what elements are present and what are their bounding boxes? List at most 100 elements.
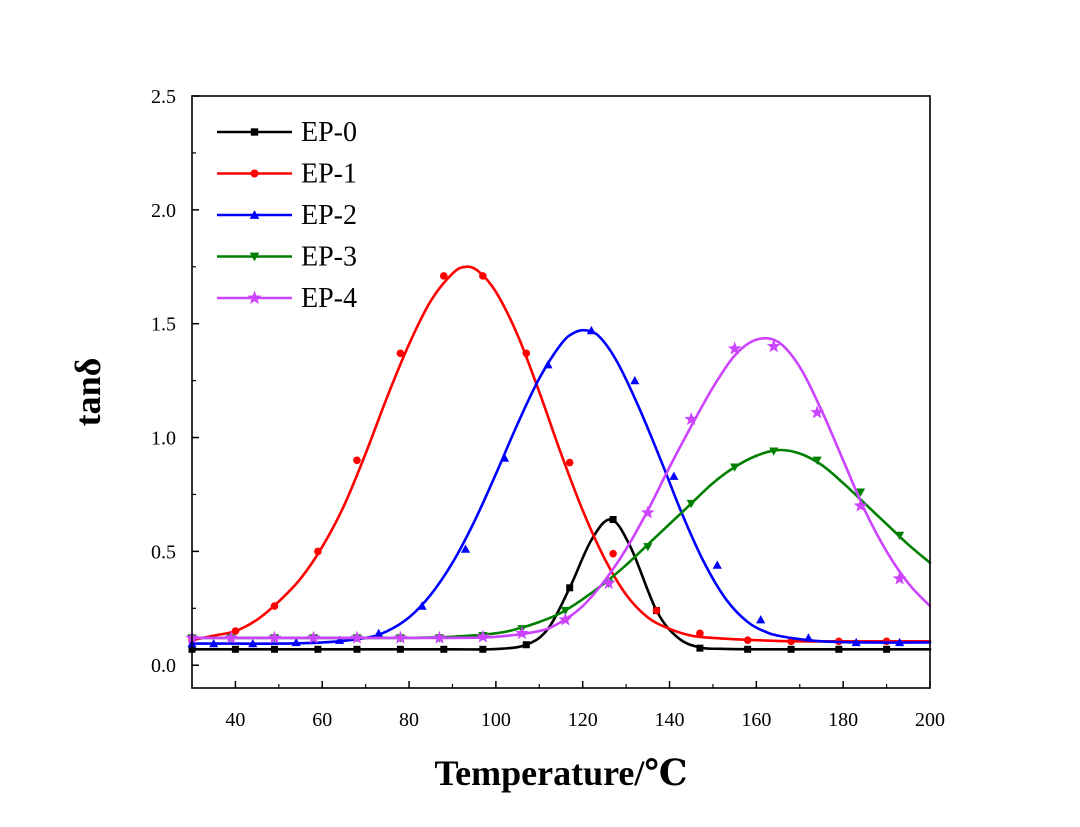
y-tick-label: 0.5 (151, 541, 176, 563)
data-point (696, 644, 704, 652)
data-point (712, 560, 722, 569)
data-point (231, 645, 239, 653)
data-point (686, 499, 696, 509)
data-point (396, 645, 404, 653)
plot-frame (191, 95, 931, 689)
data-point (727, 341, 742, 355)
data-point (440, 645, 448, 653)
data-point (314, 645, 322, 653)
x-tick-label: 100 (481, 709, 511, 731)
data-point (460, 544, 471, 553)
x-tick-label: 60 (312, 709, 332, 731)
data-point (515, 626, 529, 640)
y-tick-label: 2.5 (151, 86, 176, 108)
data-point (609, 516, 617, 524)
data-point (730, 463, 740, 472)
data-point (684, 412, 699, 426)
data-point (479, 645, 487, 653)
x-tick-label: 160 (741, 709, 771, 731)
data-point (565, 458, 574, 467)
y-tick-label: 1.0 (151, 428, 176, 450)
legend-marker (249, 252, 260, 262)
data-point (609, 549, 617, 558)
data-point (479, 272, 487, 280)
data-point (270, 602, 279, 610)
plot-area (185, 265, 932, 653)
series-ep-2 (187, 325, 932, 648)
data-point (895, 531, 905, 541)
data-point (855, 488, 866, 497)
legend-label: EP-2 (301, 200, 357, 231)
data-point (769, 447, 779, 456)
series-ep-0 (188, 516, 932, 653)
x-tick-label: 200 (915, 709, 945, 731)
data-point (522, 641, 530, 649)
x-tick-label: 180 (828, 709, 858, 731)
data-point (353, 645, 361, 653)
x-axis-title: Temperature/℃ (434, 753, 687, 793)
legend-label: EP-3 (301, 242, 357, 273)
legend-marker (247, 290, 262, 305)
x-tick-label: 140 (655, 709, 685, 731)
data-point (601, 576, 616, 590)
data-point (417, 601, 427, 610)
data-point (743, 636, 752, 644)
data-point (353, 456, 361, 465)
data-point (335, 635, 345, 644)
legend-label: EP-4 (301, 283, 357, 314)
y-tick-label: 2.0 (151, 200, 176, 222)
data-point (267, 630, 282, 644)
data-point (558, 612, 573, 626)
legend-item-ep-4: EP-4 (217, 283, 357, 314)
data-point (669, 471, 679, 480)
legend-label: EP-1 (301, 159, 357, 190)
data-point (432, 630, 447, 644)
data-point (314, 547, 322, 556)
data-point (560, 606, 570, 616)
data-point (643, 543, 653, 552)
data-point (374, 628, 384, 638)
data-point (522, 349, 531, 358)
data-point (803, 633, 814, 642)
x-tick-label: 120 (568, 709, 598, 731)
series-ep-1 (188, 265, 932, 646)
data-point (270, 645, 278, 653)
data-point (566, 584, 574, 592)
data-point (835, 645, 843, 653)
data-point (586, 325, 596, 335)
data-point (476, 629, 490, 643)
legend-item-ep-0: EP-0 (217, 117, 357, 148)
data-point (756, 615, 766, 624)
series-ep-3 (187, 447, 932, 643)
data-point (291, 637, 301, 647)
data-point (231, 627, 240, 635)
data-point (393, 630, 408, 644)
y-axis-title: tanδ (68, 358, 108, 427)
data-point (851, 637, 861, 647)
data-point (895, 637, 905, 647)
series-line (190, 336, 932, 640)
y-tick-label: 1.5 (151, 314, 176, 336)
data-point (248, 639, 258, 648)
data-point (439, 272, 448, 280)
series-line (190, 448, 932, 640)
legend: EP-0 EP-1 EP-2 EP-3 EP-4 (217, 117, 357, 314)
data-point (652, 606, 661, 615)
data-point (630, 376, 640, 385)
legend-marker (250, 169, 259, 178)
data-point (543, 360, 553, 369)
data-point (744, 645, 752, 653)
legend-marker (250, 128, 259, 136)
legend-item-ep-1: EP-1 (217, 159, 357, 190)
data-point (640, 505, 655, 519)
data-point (499, 453, 510, 462)
y-tick-label: 0.0 (151, 655, 176, 677)
data-point (853, 498, 868, 512)
data-point (350, 630, 364, 644)
legend-item-ep-2: EP-2 (217, 200, 357, 231)
data-point (396, 349, 405, 358)
x-tick-label: 40 (225, 709, 245, 731)
data-point (224, 630, 238, 644)
legend-marker (249, 210, 260, 219)
